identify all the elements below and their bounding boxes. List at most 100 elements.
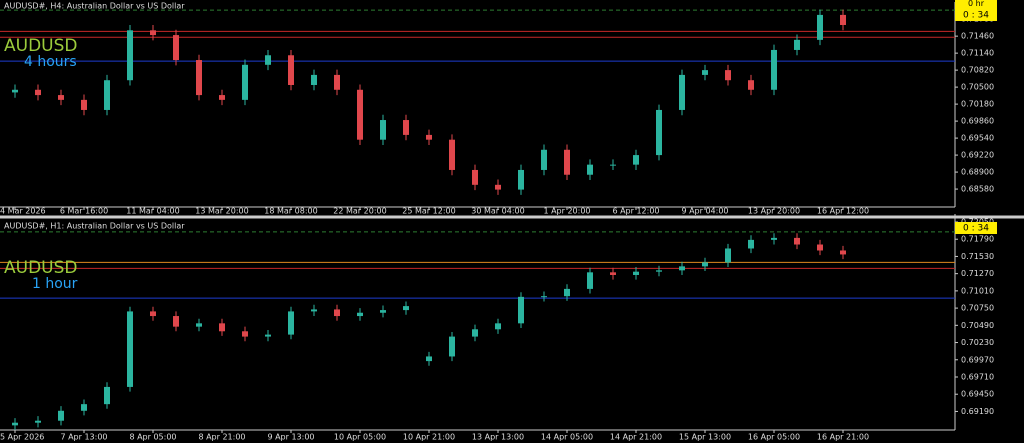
- y-tick-label: 0.72050: [961, 217, 994, 226]
- x-tick-label: 1 Apr 20:00: [543, 207, 590, 216]
- candle-body: [495, 184, 501, 190]
- x-tick-label: 11 Mar 04:00: [126, 207, 179, 216]
- y-tick-label: 0.71010: [961, 286, 994, 295]
- x-tick-label: 8 Apr 21:00: [198, 433, 245, 442]
- y-tick-label: 0.68900: [961, 168, 994, 177]
- symbol-label: AUDUSD: [4, 36, 78, 56]
- candle-body: [426, 134, 432, 140]
- x-tick-label: 16 Apr 21:00: [817, 433, 869, 442]
- candle-body: [817, 244, 823, 251]
- candle-body: [702, 262, 708, 267]
- x-tick-label: 18 Mar 08:00: [264, 207, 317, 216]
- y-tick-label: 0.69970: [961, 355, 994, 364]
- candle-body: [840, 14, 846, 25]
- timer: 0 : 34: [963, 224, 989, 234]
- candle-body: [150, 30, 156, 36]
- candle-body: [817, 14, 823, 40]
- candle-body: [541, 149, 547, 170]
- candle-body: [633, 155, 639, 165]
- timer-box: [955, 9, 997, 21]
- candle-body: [334, 309, 340, 317]
- candle-body: [518, 169, 524, 190]
- x-tick-label: 16 Apr 12:00: [817, 207, 869, 216]
- y-tick-label: 0.69450: [961, 390, 994, 399]
- x-tick-label: 14 Apr 05:00: [541, 433, 593, 442]
- y-tick-label: 0.69710: [961, 372, 994, 381]
- candle-body: [610, 164, 616, 166]
- x-tick-label: 6 Mar 16:00: [60, 207, 108, 216]
- candle-body: [541, 296, 547, 298]
- x-tick-label: 4 Mar 2026: [0, 207, 46, 216]
- candle-body: [633, 271, 639, 275]
- x-tick-label: 15 Apr 13:00: [679, 433, 731, 442]
- candle-body: [265, 55, 271, 65]
- x-tick-label: 30 Mar 04:00: [471, 207, 524, 216]
- candle-body: [403, 120, 409, 135]
- chart-header: AUDUSD#, H1: Australian Dollar vs US Dol…: [4, 222, 185, 231]
- candle-body: [311, 74, 317, 85]
- candle-body: [357, 312, 363, 317]
- y-tick-label: 0.71460: [961, 32, 994, 41]
- timer-extra: 0 hr: [968, 0, 985, 8]
- candle-body: [311, 309, 317, 312]
- candle-body: [173, 316, 179, 327]
- candle-body: [794, 39, 800, 50]
- x-tick-label: 13 Apr 20:00: [748, 207, 800, 216]
- y-tick-label: 0.71270: [961, 269, 994, 278]
- timer: 0 : 34: [963, 11, 989, 21]
- candle-body: [771, 49, 777, 90]
- x-tick-label: 7 Apr 13:00: [60, 433, 107, 442]
- y-tick-label: 0.70230: [961, 338, 994, 347]
- y-tick-label: 0.70820: [961, 66, 994, 75]
- candle-body: [127, 311, 133, 387]
- y-tick-label: 0.69540: [961, 134, 994, 143]
- x-tick-label: 13 Apr 13:00: [472, 433, 524, 442]
- x-tick-label: 9 Apr 13:00: [267, 433, 314, 442]
- timer-box: [955, 222, 997, 234]
- candle-body: [219, 323, 225, 332]
- candle-body: [242, 331, 248, 337]
- candle-body: [518, 296, 524, 324]
- candle-body: [219, 95, 225, 100]
- candle-body: [679, 266, 685, 271]
- x-tick-label: 16 Apr 05:00: [748, 433, 800, 442]
- symbol-label: AUDUSD: [4, 258, 78, 278]
- candle-body: [357, 89, 363, 140]
- candle-body: [35, 420, 41, 423]
- candle-body: [472, 169, 478, 185]
- y-tick-label: 0.70750: [961, 304, 994, 313]
- candle-body: [288, 55, 294, 85]
- candle-body: [564, 288, 570, 297]
- timeframe-label: 1 hour: [32, 276, 78, 292]
- candle-body: [104, 80, 110, 110]
- candle-body: [725, 70, 731, 81]
- candle-body: [173, 35, 179, 61]
- y-tick-label: 0.69860: [961, 117, 994, 126]
- chart-header: AUDUSD#, H4: Australian Dollar vs US Dol…: [4, 2, 185, 11]
- x-tick-label: 22 Mar 20:00: [333, 207, 386, 216]
- y-tick-label: 0.69190: [961, 407, 994, 416]
- candle-body: [127, 30, 133, 81]
- timer-extra-box: [955, 0, 997, 9]
- y-tick-label: 0.70490: [961, 321, 994, 330]
- x-tick-label: 14 Apr 21:00: [610, 433, 662, 442]
- candle-body: [81, 99, 87, 110]
- candle-body: [702, 70, 708, 75]
- candle-body: [748, 80, 754, 90]
- candle-body: [81, 404, 87, 411]
- candle-body: [426, 356, 432, 362]
- candle-body: [587, 164, 593, 175]
- candle-body: [748, 239, 754, 249]
- candle-body: [403, 306, 409, 311]
- candle-body: [104, 386, 110, 405]
- timeframe-label: 4 hours: [24, 54, 77, 70]
- candle-body: [771, 237, 777, 240]
- candle-body: [196, 323, 202, 327]
- y-tick-label: 0.71140: [961, 49, 994, 58]
- y-tick-label: 0.70180: [961, 100, 994, 109]
- candle-body: [495, 323, 501, 330]
- candle-body: [380, 120, 386, 140]
- candle-body: [564, 149, 570, 175]
- x-tick-label: 13 Mar 20:00: [195, 207, 248, 216]
- x-tick-label: 8 Apr 05:00: [129, 433, 176, 442]
